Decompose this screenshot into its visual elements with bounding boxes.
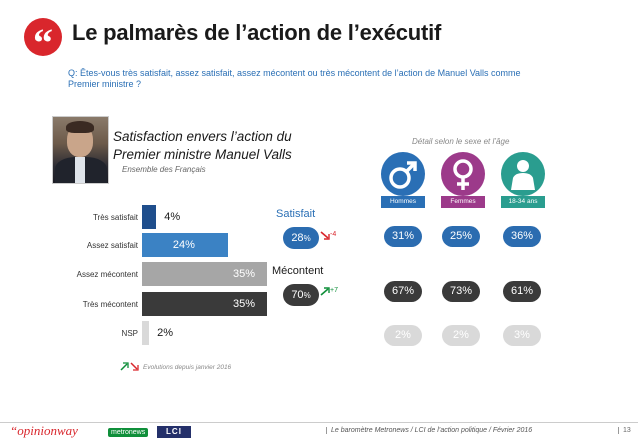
arrow-down-icon	[320, 231, 330, 240]
portrait-photo	[52, 116, 109, 184]
opinionway-logo: “opinionway	[10, 423, 78, 438]
mecontent-label: Mécontent	[272, 265, 324, 277]
hommes-circle	[381, 152, 425, 196]
bar-value-tres-mecontent: 35%	[233, 298, 256, 310]
segment-label-hommes: Hommes	[381, 196, 425, 208]
bar-value-assez-satisfait: 24%	[172, 239, 195, 251]
female-icon	[453, 159, 473, 190]
bar-assez-mecontent	[142, 262, 267, 286]
bar-value-nsp: 2%	[157, 327, 174, 339]
arrow-up-icon	[320, 287, 330, 296]
jeunes-mecontent: 61%	[503, 281, 541, 302]
lci-logo: LCI	[157, 426, 191, 438]
femmes-mecontent: 73%	[442, 281, 480, 302]
jeunes-nsp: 3%	[503, 325, 541, 346]
category-label-tres-mecontent: Très mécontent	[82, 300, 138, 309]
femmes-satisfait: 25%	[442, 226, 480, 247]
chart-title: Satisfaction envers l’action du Premier …	[113, 129, 292, 162]
hommes-mecontent: 67%	[384, 281, 422, 302]
arrow-down-icon	[130, 362, 139, 371]
footer-source: Le baromètre Metronews / LCI de l’action…	[326, 427, 532, 434]
mecontent-pill: 70%	[283, 284, 319, 306]
arrow-up-icon	[120, 362, 129, 371]
satisfait-unit: %	[303, 234, 311, 243]
mecontent-unit: %	[303, 291, 311, 300]
metronews-logo: metronews	[108, 428, 149, 437]
detail-title: Détail selon le sexe et l’âge	[412, 137, 510, 146]
bar-tres-mecontent	[142, 292, 267, 316]
satisfait-label: Satisfait	[276, 208, 316, 220]
footer-bar	[0, 422, 638, 443]
mecontent-evolution: +7	[330, 287, 338, 294]
portrait-hair	[66, 121, 94, 133]
bar-assez-satisfait	[142, 233, 228, 257]
femmes-circle	[441, 152, 485, 196]
bar-value-tres-satisfait: 4%	[164, 211, 181, 223]
jeunes-circle	[501, 152, 545, 196]
satisfait-value: 28	[291, 232, 304, 244]
survey-question: Q: Êtes-vous très satisfait, assez satis…	[68, 68, 521, 89]
femmes-nsp: 2%	[442, 325, 480, 346]
bar-value-assez-mecontent: 35%	[233, 268, 256, 280]
satisfait-evolution: -4	[330, 231, 337, 238]
jeunes-satisfait: 36%	[503, 226, 541, 247]
male-icon	[389, 161, 417, 189]
hommes-satisfait: 31%	[384, 226, 422, 247]
satisfait-pill: 28%	[283, 227, 319, 249]
category-label-assez-mecontent: Assez mécontent	[76, 270, 138, 279]
category-label-tres-satisfait: Très satisfait	[92, 213, 138, 222]
evolution-note: Evolutions depuis janvier 2016	[143, 364, 232, 371]
category-label-assez-satisfait: Assez satisfait	[86, 241, 138, 250]
quote-logo: “	[24, 18, 62, 65]
chart-subtitle: Ensemble des Français	[122, 165, 206, 174]
bar-nsp	[142, 321, 150, 345]
page-title: Le palmarès de l’action de l’exécutif	[72, 20, 442, 45]
category-label-nsp: NSP	[121, 329, 138, 338]
bar-tres-satisfait	[142, 205, 157, 229]
person-icon	[511, 160, 535, 190]
mecontent-value: 70	[291, 289, 304, 301]
segment-label-femmes: Femmes	[441, 196, 485, 208]
portrait-shirt	[75, 157, 85, 183]
page-number: 13	[618, 427, 631, 434]
hommes-nsp: 2%	[384, 325, 422, 346]
segment-label-jeunes: 18-34 ans	[501, 196, 545, 208]
